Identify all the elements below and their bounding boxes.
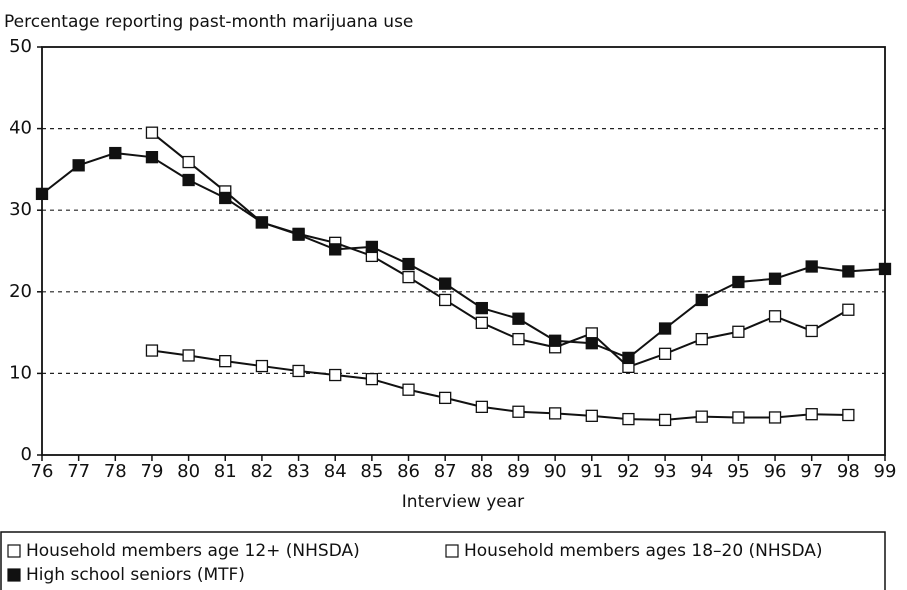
marker bbox=[109, 146, 122, 160]
marker bbox=[439, 277, 452, 290]
x-tick-label: 81 bbox=[214, 461, 237, 482]
marker bbox=[512, 332, 525, 346]
x-tick-label: 77 bbox=[67, 461, 90, 482]
legend-label: Household members age 12+ (NHSDA) bbox=[26, 541, 360, 561]
marker bbox=[842, 265, 855, 278]
x-tick-label: 90 bbox=[544, 461, 567, 482]
marker bbox=[768, 411, 782, 424]
y-tick-label: 10 bbox=[9, 362, 32, 383]
marker bbox=[842, 303, 855, 316]
marker bbox=[695, 410, 708, 423]
marker bbox=[585, 337, 598, 350]
legend-box bbox=[0, 531, 886, 590]
x-tick-label: 98 bbox=[837, 461, 860, 482]
marker bbox=[72, 159, 85, 172]
marker bbox=[622, 351, 635, 365]
marker bbox=[805, 324, 818, 338]
marker bbox=[329, 368, 342, 382]
y-tick-label: 20 bbox=[9, 281, 32, 302]
x-tick-label: 99 bbox=[874, 461, 897, 482]
marker bbox=[658, 413, 672, 427]
legend-label: Household members ages 18–20 (NHSDA) bbox=[464, 541, 823, 561]
plot-frame bbox=[41, 46, 886, 456]
marker bbox=[732, 325, 745, 338]
y-tick-label: 40 bbox=[9, 118, 32, 139]
chart-title: Percentage reporting past-month marijuan… bbox=[4, 12, 413, 32]
marker bbox=[475, 316, 488, 329]
marker bbox=[732, 411, 745, 424]
marker bbox=[805, 408, 818, 421]
x-tick-label: 82 bbox=[250, 461, 273, 482]
marker bbox=[512, 405, 525, 418]
marker bbox=[402, 257, 415, 271]
y-tick-label: 50 bbox=[9, 36, 32, 57]
marker bbox=[732, 275, 745, 289]
legend-swatch bbox=[445, 544, 459, 558]
series-line bbox=[41, 152, 886, 360]
marker bbox=[255, 359, 269, 373]
y-tick-label: 30 bbox=[9, 199, 32, 220]
marker bbox=[365, 372, 379, 386]
marker bbox=[182, 155, 195, 169]
marker bbox=[439, 391, 452, 405]
x-tick-label: 96 bbox=[764, 461, 787, 482]
x-tick-label: 92 bbox=[617, 461, 640, 482]
x-tick-label: 91 bbox=[580, 461, 603, 482]
legend-swatch bbox=[7, 544, 21, 558]
x-axis-label: Interview year bbox=[402, 492, 524, 512]
x-tick-label: 84 bbox=[324, 461, 347, 482]
marker bbox=[439, 293, 452, 307]
x-tick-label: 87 bbox=[434, 461, 457, 482]
marker bbox=[329, 243, 342, 256]
marker bbox=[842, 408, 855, 422]
marker bbox=[182, 173, 195, 187]
marker bbox=[475, 400, 488, 414]
marker bbox=[402, 270, 415, 284]
marker bbox=[548, 407, 562, 420]
marker bbox=[878, 262, 892, 276]
marker bbox=[292, 364, 305, 378]
x-tick-label: 89 bbox=[507, 461, 530, 482]
x-tick-label: 97 bbox=[800, 461, 823, 482]
marker bbox=[658, 347, 672, 360]
marker bbox=[255, 216, 269, 229]
marker bbox=[219, 191, 232, 205]
x-tick-label: 95 bbox=[727, 461, 750, 482]
marker bbox=[365, 240, 379, 254]
marker bbox=[805, 260, 818, 273]
marker bbox=[695, 332, 708, 346]
x-tick-label: 88 bbox=[470, 461, 493, 482]
marker bbox=[35, 187, 49, 201]
marker bbox=[622, 412, 635, 426]
marker bbox=[475, 301, 488, 315]
marker bbox=[145, 344, 159, 357]
marker bbox=[658, 322, 672, 335]
marker bbox=[182, 349, 195, 362]
x-tick-label: 93 bbox=[654, 461, 677, 482]
x-tick-label: 94 bbox=[690, 461, 713, 482]
marker bbox=[768, 272, 782, 285]
marker bbox=[292, 228, 305, 241]
legend-swatch bbox=[7, 568, 21, 582]
x-tick-label: 80 bbox=[177, 461, 200, 482]
legend-label: High school seniors (MTF) bbox=[26, 565, 245, 585]
marker bbox=[548, 334, 562, 347]
marker bbox=[768, 310, 782, 323]
marker bbox=[585, 409, 598, 422]
x-tick-label: 79 bbox=[141, 461, 164, 482]
x-tick-label: 78 bbox=[104, 461, 127, 482]
marker bbox=[695, 293, 708, 307]
x-tick-label: 85 bbox=[360, 461, 383, 482]
marker bbox=[145, 151, 159, 164]
marker bbox=[512, 312, 525, 325]
y-tick-label: 0 bbox=[21, 444, 32, 465]
x-tick-label: 86 bbox=[397, 461, 420, 482]
marker bbox=[219, 355, 232, 368]
x-tick-label: 76 bbox=[31, 461, 54, 482]
marker bbox=[145, 126, 159, 139]
marker bbox=[402, 383, 415, 396]
x-tick-label: 83 bbox=[287, 461, 310, 482]
